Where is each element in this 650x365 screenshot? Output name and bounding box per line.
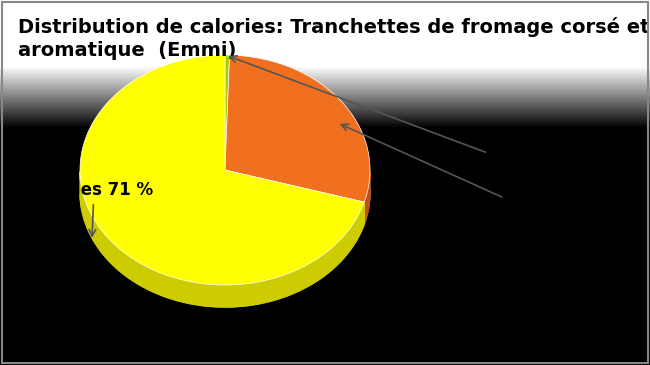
Polygon shape <box>364 172 370 224</box>
Text: Protéines 29 %: Protéines 29 % <box>341 124 601 219</box>
Polygon shape <box>80 55 364 285</box>
Text: © vitahoy.ch: © vitahoy.ch <box>18 337 107 350</box>
Ellipse shape <box>80 77 370 307</box>
Text: Lipides 71 %: Lipides 71 % <box>35 181 153 236</box>
Text: Distribution de calories: Tranchettes de fromage corsé et
aromatique  (Emmi): Distribution de calories: Tranchettes de… <box>18 17 649 61</box>
Polygon shape <box>225 55 229 170</box>
Polygon shape <box>225 170 364 224</box>
Text: Glucides 0 %: Glucides 0 % <box>230 56 579 174</box>
Polygon shape <box>225 170 364 224</box>
Polygon shape <box>80 172 364 307</box>
Polygon shape <box>225 55 370 202</box>
